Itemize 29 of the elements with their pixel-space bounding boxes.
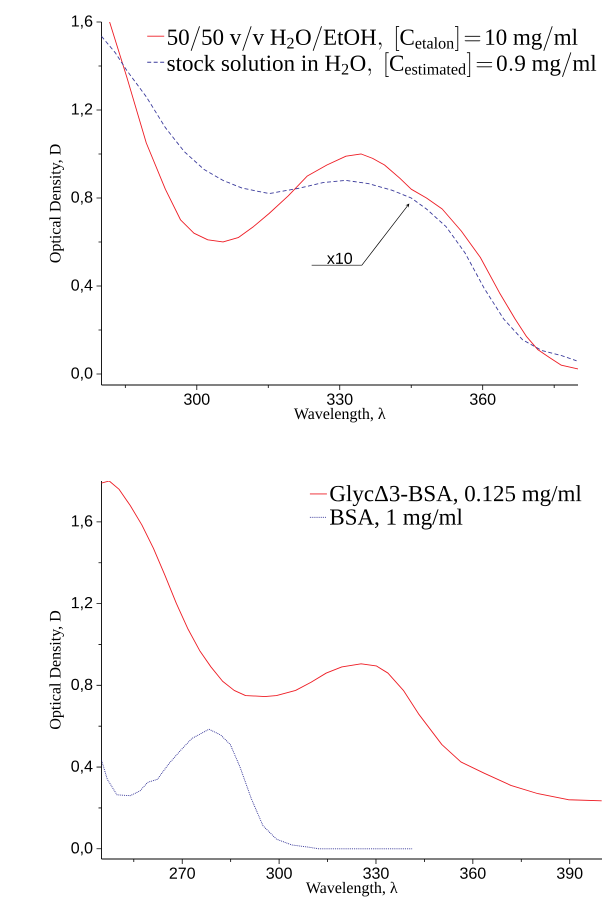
line-series: [102, 728, 414, 850]
y-tick-label: 0,8: [71, 191, 92, 205]
y-tick-label: 1,6: [72, 15, 92, 29]
y-tick-label: 0,4: [71, 760, 93, 774]
legend-label: GlycΔ3-BSA, 0.125 mg/ml: [330, 485, 582, 506]
line-series: [102, 480, 602, 802]
y-tick-label: 1,6: [72, 515, 92, 528]
x-tick-label: 300: [266, 868, 292, 879]
x-tick-label: 360: [470, 394, 496, 405]
x-tick-label: 360: [460, 868, 486, 879]
y-tick-label: 0,4: [71, 279, 93, 293]
y-tick-label: 1,2: [72, 103, 92, 117]
y-tick-label: 0,0: [71, 367, 92, 381]
legend-label: $\mathrm{50/50\ v/v\ H_{2}O/EtOH,\ [C_{etalon}]\!=\!10\ mg/ml}$: [168, 26, 578, 51]
annotation: x10: [327, 252, 352, 264]
y-axis-title: Optical Density, D: [49, 610, 64, 730]
y-axis-title: Optical Density, D: [49, 144, 64, 263]
x-tick-label: 270: [170, 868, 195, 879]
legend-label: BSA, 1 mg/ml: [330, 508, 462, 530]
legend-label: $\mathrm{stock\ solution\ in\ H_{2}O,\ [C_{estimated}]\!=\!0.9\ mg/ml}$: [168, 52, 596, 77]
y-tick-label: 1,2: [72, 596, 92, 610]
x-axis-title: Wavelength, λ: [306, 882, 398, 896]
x-tick-label: 330: [363, 868, 389, 879]
y-tick-label: 0,8: [71, 678, 92, 692]
x-tick-label: 390: [556, 868, 582, 879]
x-axis-title: Wavelength, λ: [294, 408, 386, 422]
y-tick-label: 0,0: [71, 842, 92, 856]
x-tick-label: 330: [327, 394, 352, 405]
x-tick-label: 300: [184, 394, 210, 405]
